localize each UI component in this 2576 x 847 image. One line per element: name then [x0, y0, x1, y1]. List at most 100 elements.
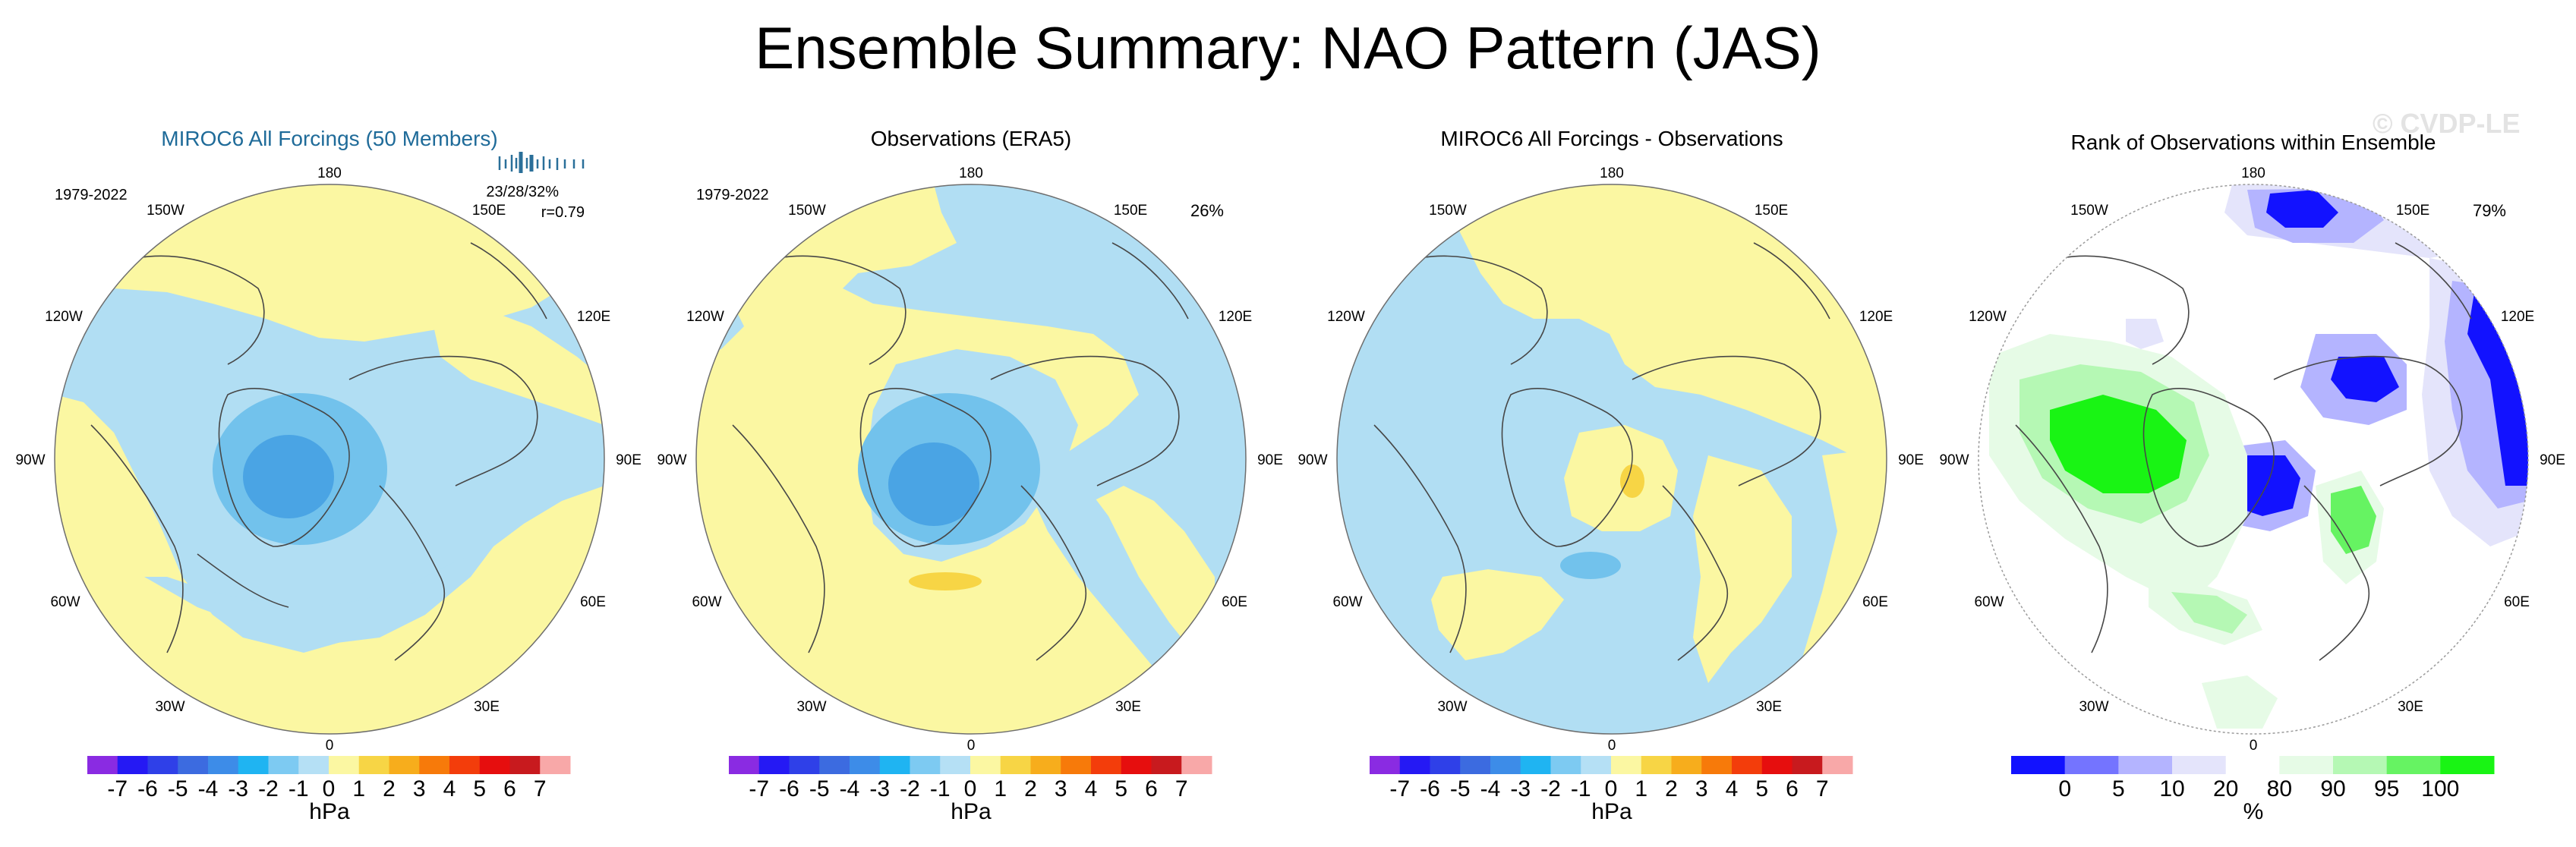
colorbar-swatch [2279, 756, 2334, 774]
colorbar-tick-label: 4 [443, 776, 456, 801]
colorbar-swatch [2172, 756, 2227, 774]
positive-anomaly-eurasia [55, 395, 604, 734]
figure-title: Ensemble Summary: NAO Pattern (JAS) [755, 14, 1821, 81]
colorbar-swatch [2386, 756, 2441, 774]
ensemble-rug-plot [498, 152, 585, 173]
colorbar-swatch [419, 756, 450, 774]
colorbar-tick-label: -4 [840, 776, 860, 801]
colorbar: -7 -6 -5 -4 -3 -2 -1 0 1 2 3 4 5 6 7 hPa [729, 756, 1212, 824]
colorbar-tick-label: 3 [1055, 776, 1067, 801]
lon-150e: 150E [1114, 203, 1147, 219]
lon-150w: 150W [147, 203, 184, 219]
colorbar-swatch [819, 756, 850, 774]
longitude-labels: 180 150W 150E 120W 120E 90W 90E 60W 60E … [1939, 165, 2565, 754]
lon-90w: 90W [1939, 452, 1969, 468]
colorbar-tick-label: -2 [1540, 776, 1561, 801]
colorbar-swatch [1399, 756, 1430, 774]
lon-90w: 90W [15, 452, 45, 468]
lon-30w: 30W [1437, 699, 1467, 715]
negative-anomaly-core [243, 435, 334, 518]
rank-low-siberia [2331, 357, 2399, 402]
colorbar-tick-label: 5 [2112, 776, 2125, 801]
lon-60w: 60W [1974, 594, 2004, 610]
colorbar-swatch [1460, 756, 1491, 774]
lon-30e: 30E [474, 699, 500, 715]
lon-120e: 120E [1219, 309, 1252, 325]
lon-0: 0 [2250, 738, 2258, 754]
panel-title: Observations (ERA5) [871, 127, 1072, 150]
colorbar-tick-label: 0 [1605, 776, 1618, 801]
colorbar-swatch [729, 756, 760, 774]
colorbar-tick-label: 5 [1755, 776, 1768, 801]
lon-90w: 90W [657, 452, 686, 468]
colorbar-tick-label: -5 [1450, 776, 1471, 801]
colorbar-swatch [2440, 756, 2495, 774]
colorbar-swatch [1181, 756, 1212, 774]
colorbar-tick-label: -1 [1571, 776, 1591, 801]
lon-90e: 90E [616, 452, 642, 468]
colorbar-swatch [2064, 756, 2119, 774]
rank-high-south-light [2202, 675, 2278, 729]
lon-180: 180 [959, 165, 983, 181]
colorbar-swatch [208, 756, 239, 774]
colorbar-swatch [2011, 756, 2066, 774]
rank-high-northamerica [2050, 395, 2187, 493]
colorbar-tick-label: -7 [1389, 776, 1410, 801]
map-boundary [1978, 184, 2529, 735]
colorbar-tick-label: 3 [413, 776, 426, 801]
colorbar-swatch [1641, 756, 1672, 774]
longitude-labels: 180 150W 150E 120W 120E 90W 90E 60W 60E … [15, 165, 641, 754]
lon-90w: 90W [1297, 452, 1327, 468]
colorbar-swatch [1151, 756, 1182, 774]
lon-30w: 30W [2079, 699, 2108, 715]
colorbar-swatch [178, 756, 209, 774]
rank-low-pacific [2266, 190, 2338, 228]
colorbar-tick-label: 6 [1145, 776, 1158, 801]
colorbar-tick-label: 95 [2374, 776, 2399, 801]
colorbar-swatch [910, 756, 941, 774]
pattern-correlation: r=0.79 [541, 204, 585, 221]
colorbar-swatch [449, 756, 481, 774]
lon-0: 0 [326, 738, 334, 754]
colorbar-swatch [2225, 756, 2280, 774]
lon-180: 180 [2241, 165, 2265, 181]
coastlines [1373, 242, 1830, 661]
lon-30e: 30E [1115, 699, 1141, 715]
longitude-labels: 180 150W 150E 120W 120E 90W 90E 60W 60E … [1297, 165, 1923, 754]
lon-120w: 120W [1969, 309, 2007, 325]
lon-120e: 120E [577, 309, 610, 325]
positive-anomaly-pacific [55, 184, 604, 342]
colorbar-tick-label: 5 [1115, 776, 1127, 801]
map-boundary [695, 184, 1247, 735]
colorbar-tick-label: -7 [107, 776, 128, 801]
colorbar-swatch [117, 756, 148, 774]
coastlines [732, 242, 1189, 661]
panel-rank: Rank of Observations within Ensemble 79% [1939, 131, 2565, 824]
lon-60w: 60W [1332, 594, 1362, 610]
colorbar-swatch [1520, 756, 1551, 774]
colorbar-swatch [268, 756, 299, 774]
panel-observations: Observations (ERA5) 1979-2022 26% 180 [657, 127, 1282, 824]
colorbar-tick-label: 80 [2267, 776, 2292, 801]
colorbar-swatch [940, 756, 971, 774]
colorbar-swatch [1121, 756, 1152, 774]
map-boundary [1336, 184, 1887, 735]
colorbar-tick-label: 6 [1786, 776, 1799, 801]
colorbar-swatch [1611, 756, 1642, 774]
colorbar-tick-label: 0 [2058, 776, 2071, 801]
negative-anomaly-pacific [843, 184, 1246, 734]
lon-120w: 120W [45, 309, 83, 325]
lon-60e: 60E [1222, 594, 1247, 610]
colorbar-swatch [850, 756, 881, 774]
lon-0: 0 [1608, 738, 1616, 754]
colorbar-tick-label: -3 [1510, 776, 1531, 801]
lon-90e: 90E [1898, 452, 1924, 468]
lon-150e: 150E [472, 203, 506, 219]
negative-anomaly-atlantic [1560, 552, 1621, 579]
colorbar-tick-label: 10 [2159, 776, 2184, 801]
colorbar-swatch [1732, 756, 1763, 774]
colorbar: -7 -6 -5 -4 -3 -2 -1 0 1 2 3 4 5 6 7 hPa [87, 756, 571, 824]
colorbar-swatch [1030, 756, 1061, 774]
lon-30e: 30E [1756, 699, 1782, 715]
colorbar-units: hPa [309, 799, 350, 824]
